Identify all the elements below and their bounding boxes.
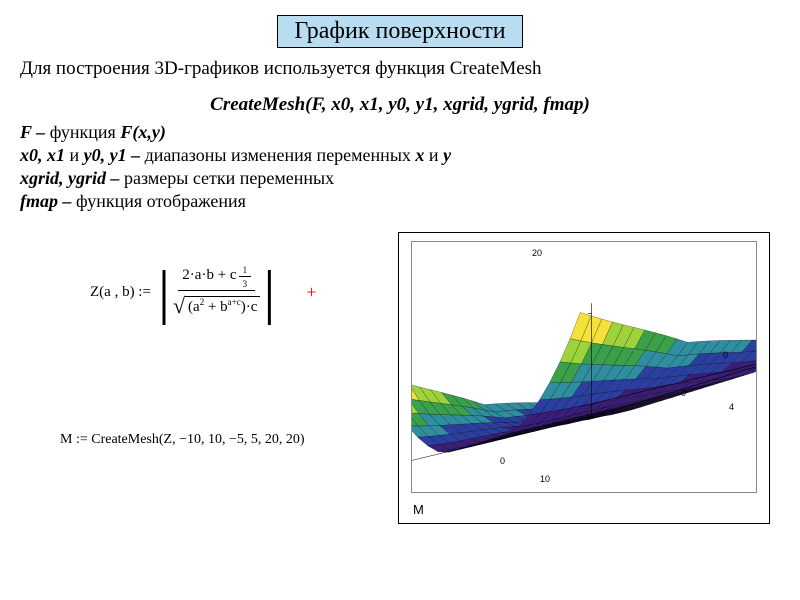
function-signature: CreateMesh(F, x0, x1, y0, y1, xgrid, ygr… (20, 94, 780, 116)
param-f: F – функция F(x,y) (20, 122, 780, 143)
lower-region: Z(a , b) := | 2·a·b + c13 √ (a2 + ba+c)·… (20, 232, 780, 542)
plus-marker: + (306, 282, 316, 303)
fraction-numerator: 2·a·b + c13 (178, 265, 255, 291)
param-fmap: fmap – функция отображения (20, 191, 780, 212)
abs-bar-left: | (155, 262, 173, 322)
surface-plot: 20 0 0 4 0 10 (411, 241, 757, 493)
parameter-list: F – функция F(x,y) x0, x1 и y0, y1 – диа… (20, 122, 780, 212)
intro-text: Для построения 3D-графиков используется … (20, 58, 780, 80)
formula-lhs: Z(a , b) := (90, 284, 151, 301)
createmesh-call: M := CreateMesh(Z, −10, 10, −5, 5, 20, 2… (60, 432, 305, 448)
main-fraction: 2·a·b + c13 √ (a2 + ba+c)·c (173, 265, 260, 319)
abs-bar-right: | (260, 262, 278, 322)
page-title: График поверхности (277, 15, 522, 48)
y-tick-0: 0 (500, 456, 505, 466)
title-wrap: График поверхности (20, 15, 780, 48)
param-x0x1y0y1: x0, x1 и y0, y1 – диапазоны изменения пе… (20, 145, 780, 166)
fraction-denominator: √ (a2 + ba+c)·c (173, 291, 260, 319)
x-tick-0: 0 (681, 388, 686, 398)
x-tick-4: 4 (729, 402, 734, 412)
surface-plot-container: 20 0 0 4 0 10 M (398, 232, 770, 524)
surface-svg (412, 242, 756, 492)
plot-variable-label: M (413, 502, 424, 517)
param-grid: xgrid, ygrid – размеры сетки переменных (20, 168, 780, 189)
formula-z: Z(a , b) := | 2·a·b + c13 √ (a2 + ba+c)·… (90, 262, 317, 322)
z-tick-0: 0 (723, 350, 728, 360)
y-tick-10: 10 (540, 474, 550, 484)
z-tick-20: 20 (532, 248, 542, 258)
